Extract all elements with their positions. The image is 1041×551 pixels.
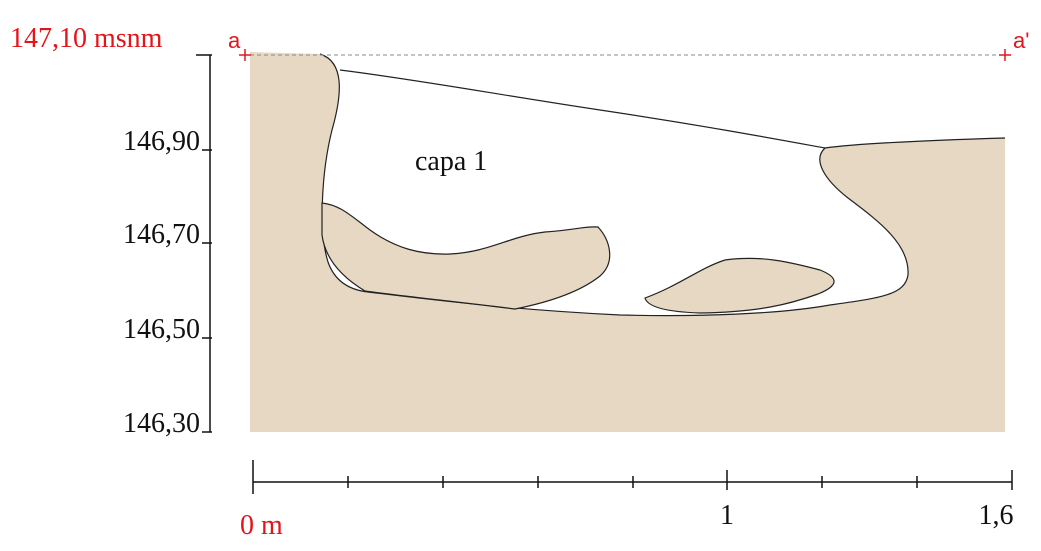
point-a-prime: a': [1013, 28, 1029, 53]
soil: [250, 52, 1006, 432]
soil-mass: [250, 52, 1005, 432]
section-markers: [239, 49, 1011, 61]
top-line: [339, 69, 826, 149]
elevation-label: 146,70: [123, 219, 200, 250]
elevation-label: 146,30: [123, 408, 200, 439]
datum-label: 147,10 msnm: [10, 23, 163, 54]
elevation-label: 146,50: [123, 314, 200, 345]
inclusion-left: [321, 202, 611, 310]
inclusion-right: [644, 257, 835, 314]
layer-label: capa 1: [415, 146, 487, 177]
distance-scale: [252, 460, 1013, 494]
distance-label: 1: [720, 500, 734, 531]
distance-label: 1,6: [979, 500, 1014, 531]
point-a: a: [228, 28, 241, 53]
elevation-scale: [196, 54, 212, 433]
distance-label: 0 m: [240, 510, 283, 541]
elevation-label: 146,90: [123, 126, 200, 157]
